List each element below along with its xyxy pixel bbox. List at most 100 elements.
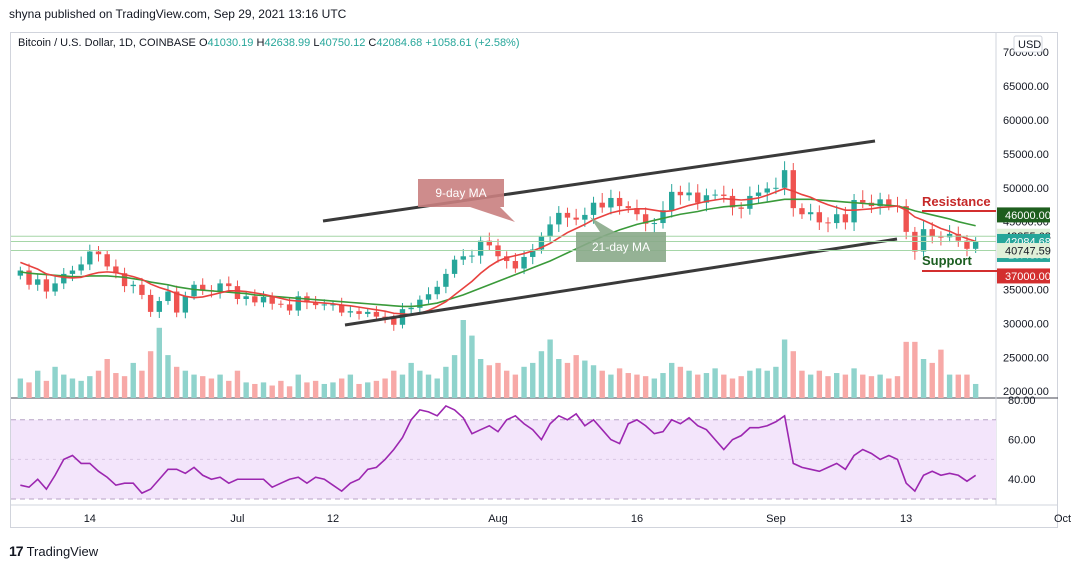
volume-bar [104,359,110,398]
ma21-callout-box [576,217,666,262]
volume-bar [642,376,649,398]
support-label: Support [922,253,972,268]
volume-bar [338,378,345,398]
volume-bar [608,374,614,398]
volume-bar [391,370,397,398]
tradingview-logo-icon: 17 [9,543,24,559]
candle-body [182,296,189,313]
time-tick-label: Aug [488,513,508,525]
chart-frame [10,32,1058,528]
candle-body [886,199,892,206]
candle-body [582,214,588,220]
volume-bar [52,366,58,398]
rsi-line [20,404,977,495]
candle-body [530,249,536,257]
volume-bar [669,362,675,398]
candle-body [755,192,762,196]
volume-bar [955,374,961,398]
rsi-tick-label: 40.00 [1008,474,1036,486]
candle-body [677,191,684,196]
candle-body [260,296,267,303]
price-tag-box [997,268,1050,284]
candle-body [130,284,136,287]
candle-body [860,199,866,203]
volume-bar [834,373,840,398]
volume-bar [703,373,710,398]
volume-bar [78,380,84,398]
volume-bar [851,368,857,398]
volume-bar [147,351,154,398]
candle-body [486,240,493,246]
volume-bar [538,351,545,398]
price-tag-label: 46000.00 [1005,210,1051,222]
candle-body [460,256,466,260]
candle-body [521,256,527,269]
legend-part: L [310,37,319,49]
price-tag-box [997,207,1050,223]
candle-body [773,187,779,189]
candle-body [634,208,640,215]
candle-body [625,206,631,209]
volume-bar [443,366,449,398]
volume-bar [573,355,579,398]
volume-bar [425,374,432,398]
candle-body [556,212,562,225]
time-tick-label: 13 [900,513,912,525]
candle-body [608,197,614,208]
candle-body [564,212,571,218]
candle-body [547,224,553,237]
candle-body [78,264,84,271]
volume-bar [547,339,553,398]
volume-bar [278,380,284,398]
time-tick-label: 12 [327,513,339,525]
volume-bar [208,378,215,398]
candle-body [295,296,301,311]
volume-bar [139,370,145,398]
volume-bar [773,366,779,398]
candle-body [747,195,753,209]
candle-body [191,284,197,297]
volume-bar [590,365,597,398]
volume-bar [43,380,50,398]
volume-bar [920,359,927,398]
volume-bar [712,368,718,398]
price-tag-label: 37000.00 [1005,271,1051,283]
legend-part: 42084.68 [376,37,422,49]
volume-bar [625,373,631,398]
candle-body [321,304,327,306]
rsi-tick-label: 60.00 [1008,435,1036,447]
candle-body [95,251,102,255]
candle-body [417,299,423,308]
resistance-label: Resistance [922,194,991,209]
time-tick-label: Sep [766,513,786,525]
volume-bar [564,362,571,398]
tradingview-brand[interactable]: 17 TradingView [9,543,98,559]
volume-bar [399,374,406,398]
candle-body [35,279,41,285]
candle-body [147,294,154,312]
candle-body [243,296,249,299]
volume-bar [807,374,814,398]
candle-body [451,259,458,274]
candle-body [512,261,519,269]
volume-bar [269,385,275,398]
price-tag-label: 40747.59 [1005,246,1051,258]
volume-bar [321,383,327,398]
volume-bar [356,383,362,398]
brand-name: TradingView [26,543,99,559]
volume-bar [521,366,527,398]
volume-bar [747,370,753,398]
volume-bar [972,383,979,398]
volume-bar [434,378,440,398]
candle-body [434,286,440,295]
candle-body [721,194,727,196]
volume-bar [460,320,466,398]
volume-bar [868,376,875,398]
candle-body [17,270,24,276]
volume-bar [790,351,796,398]
volume-bar [304,382,310,398]
ma9-label: 9-day MA [435,186,486,200]
candle-body [712,194,718,196]
volume-bar [842,374,849,398]
